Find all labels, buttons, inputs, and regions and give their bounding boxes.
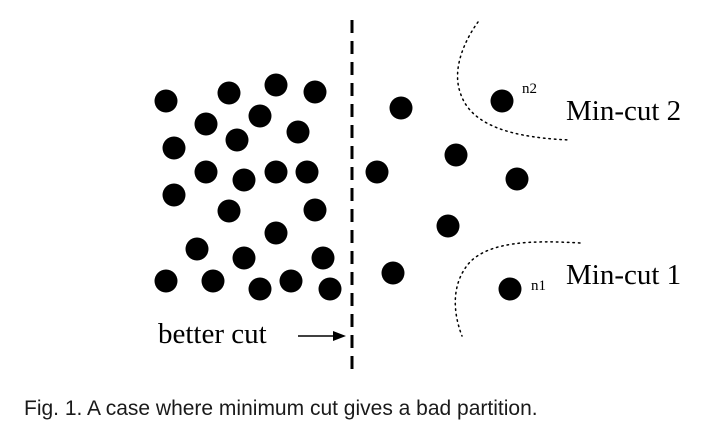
- node-dot: [185, 237, 209, 261]
- node-dot: [318, 277, 342, 301]
- node-n1-label: n1: [531, 278, 546, 294]
- node-dot: [162, 136, 186, 160]
- node-dot: [217, 81, 241, 105]
- node-dot: [264, 160, 288, 184]
- node-dot: [264, 221, 288, 245]
- node-n1-dot: [498, 277, 522, 301]
- better-cut-label: better cut: [158, 318, 267, 350]
- node-dot: [381, 261, 405, 285]
- node-dot: [194, 160, 218, 184]
- node-dot: [505, 167, 529, 191]
- node-dot: [248, 277, 272, 301]
- min-cut-2-curve: [456, 21, 571, 141]
- node-dot: [194, 112, 218, 136]
- node-dot: [162, 183, 186, 207]
- node-n2-dot: [490, 89, 514, 113]
- node-dot: [217, 199, 241, 223]
- min-cut-1-label: Min-cut 1: [566, 259, 681, 291]
- node-dot: [154, 89, 178, 113]
- node-dot: [201, 269, 225, 293]
- min-cut-1-curve: [454, 241, 581, 337]
- figure-caption: Fig. 1. A case where minimum cut gives a…: [24, 397, 538, 420]
- diagram: Min-cut 2 Min-cut 1 n2 n1 better cut: [154, 20, 681, 372]
- node-dot: [365, 160, 389, 184]
- node-dot: [279, 269, 303, 293]
- node-dot: [225, 128, 249, 152]
- node-dot: [264, 73, 288, 97]
- node-group: [154, 73, 529, 301]
- node-dot: [303, 198, 327, 222]
- node-dot: [303, 80, 327, 104]
- node-dot: [389, 96, 413, 120]
- node-dot: [232, 168, 256, 192]
- node-dot: [436, 214, 460, 238]
- node-dot: [286, 120, 310, 144]
- node-dot: [232, 246, 256, 270]
- node-dot: [444, 143, 468, 167]
- node-dot: [311, 246, 335, 270]
- node-dot: [154, 269, 178, 293]
- node-dot: [248, 104, 272, 128]
- better-cut-arrowhead: [333, 331, 346, 341]
- node-dot: [295, 160, 319, 184]
- min-cut-2-label: Min-cut 2: [566, 95, 681, 127]
- node-n2-label: n2: [522, 81, 537, 97]
